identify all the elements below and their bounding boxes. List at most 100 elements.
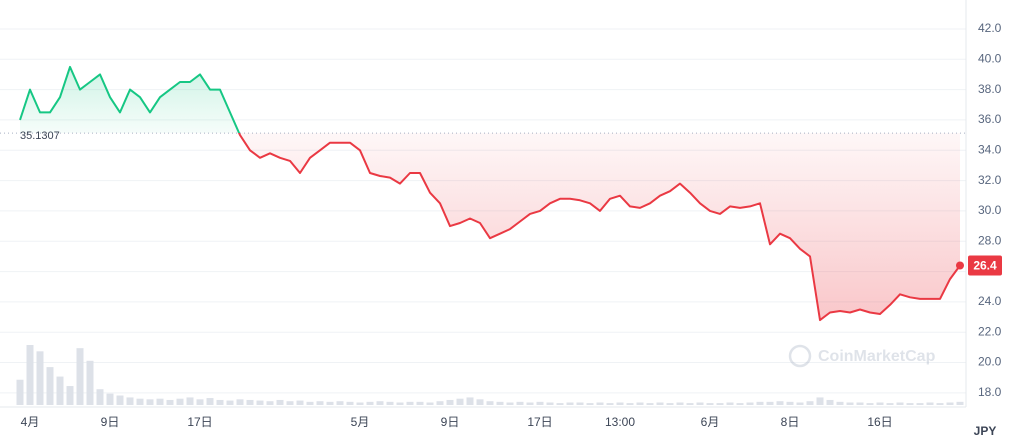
y-tick-label: 32.0 <box>978 173 1002 187</box>
volume-bar <box>356 402 364 405</box>
volume-bar <box>746 402 754 405</box>
currency-label: JPY <box>974 424 997 438</box>
x-tick-label: 4月 <box>21 415 40 429</box>
volume-bar <box>526 402 534 405</box>
price-area <box>20 66 960 321</box>
volume-bar <box>476 399 484 405</box>
volume-bar <box>306 401 314 405</box>
volume-bar <box>326 401 334 405</box>
y-tick-label: 28.0 <box>978 233 1002 247</box>
volume-bar <box>106 393 114 405</box>
volume-bar <box>756 401 764 405</box>
y-tick-label: 20.0 <box>978 355 1002 369</box>
volume-bar <box>916 403 924 405</box>
volume-bar <box>606 403 614 405</box>
volume-bar <box>626 403 634 405</box>
volume-bar <box>646 403 654 405</box>
volume-bar <box>26 345 34 405</box>
baseline-label: 35.1307 <box>20 130 60 142</box>
volume-bar <box>486 401 494 405</box>
volume-bar <box>556 403 564 405</box>
y-tick-label: 36.0 <box>978 112 1002 126</box>
volume-bar <box>46 367 54 405</box>
volume-bar <box>66 386 74 405</box>
volume-bar <box>866 403 874 405</box>
y-tick-label: 30.0 <box>978 203 1002 217</box>
volume-bar <box>946 402 954 405</box>
volume-bar <box>246 399 254 405</box>
volume-bar <box>376 401 384 405</box>
y-tick-label: 42.0 <box>978 21 1002 35</box>
price-line <box>19 65 961 322</box>
volume-bar <box>536 401 544 405</box>
volume-bar <box>316 401 324 405</box>
volume-bar <box>766 401 774 405</box>
volume-bar <box>196 399 204 405</box>
volume-bar <box>896 402 904 405</box>
current-dot <box>956 261 964 270</box>
volume-bar <box>516 401 524 405</box>
volume-bar <box>936 403 944 405</box>
volume-bars <box>16 345 964 405</box>
volume-bar <box>676 402 684 405</box>
volume-bar <box>166 399 174 405</box>
y-tick-label: 40.0 <box>978 51 1002 65</box>
volume-bar <box>226 400 234 405</box>
watermark-logo <box>788 344 812 368</box>
volume-bar <box>286 401 294 405</box>
volume-bar <box>416 401 424 405</box>
volume-bar <box>696 402 704 405</box>
volume-bar <box>146 399 154 405</box>
volume-bar <box>846 402 854 405</box>
volume-bar <box>686 403 694 405</box>
volume-bar <box>906 403 914 405</box>
volume-bar <box>796 402 804 405</box>
volume-bar <box>366 401 374 405</box>
volume-bar <box>446 399 454 405</box>
volume-bar <box>256 400 264 405</box>
volume-bar <box>956 401 964 405</box>
x-tick-label: 8日 <box>781 415 800 429</box>
x-tick-label: 16日 <box>867 415 892 429</box>
volume-bar <box>276 399 284 405</box>
volume-bar <box>506 402 514 405</box>
volume-bar <box>296 400 304 405</box>
volume-bar <box>636 402 644 405</box>
volume-bar <box>806 401 814 405</box>
volume-bar <box>706 403 714 405</box>
volume-bar <box>496 401 504 405</box>
current-price-badge <box>968 255 1002 276</box>
volume-bar <box>56 376 64 405</box>
x-tick-label: 17日 <box>527 415 552 429</box>
volume-bar <box>436 401 444 405</box>
volume-bar <box>336 401 344 405</box>
volume-bar <box>86 360 94 405</box>
x-tick-label: 9日 <box>441 415 460 429</box>
volume-bar <box>726 402 734 405</box>
watermark-text: CoinMarketCap <box>818 348 936 365</box>
volume-bar <box>216 399 224 405</box>
volume-bar <box>266 401 274 405</box>
volume-bar <box>176 398 184 405</box>
volume-bar <box>186 397 194 405</box>
x-tick-label: 17日 <box>187 415 212 429</box>
x-tick-label: 5月 <box>351 415 370 429</box>
volume-bar <box>466 397 474 405</box>
volume-bar <box>656 402 664 405</box>
y-tick-label: 22.0 <box>978 324 1002 338</box>
plot: 35.1307 26.4 <box>0 65 1002 322</box>
volume-bar <box>716 403 724 405</box>
current-price-label: 26.4 <box>973 259 997 273</box>
volume-bar <box>76 348 84 405</box>
volume-bar <box>36 351 44 405</box>
volume-bar <box>96 389 104 405</box>
volume-bar <box>16 379 24 405</box>
volume-bar <box>776 401 784 405</box>
watermark: CoinMarketCap <box>788 344 936 368</box>
volume-bar <box>426 402 434 405</box>
volume-bar <box>616 402 624 405</box>
volume-bar <box>786 401 794 405</box>
volume-bar <box>816 397 824 405</box>
volume-bar <box>386 401 394 405</box>
